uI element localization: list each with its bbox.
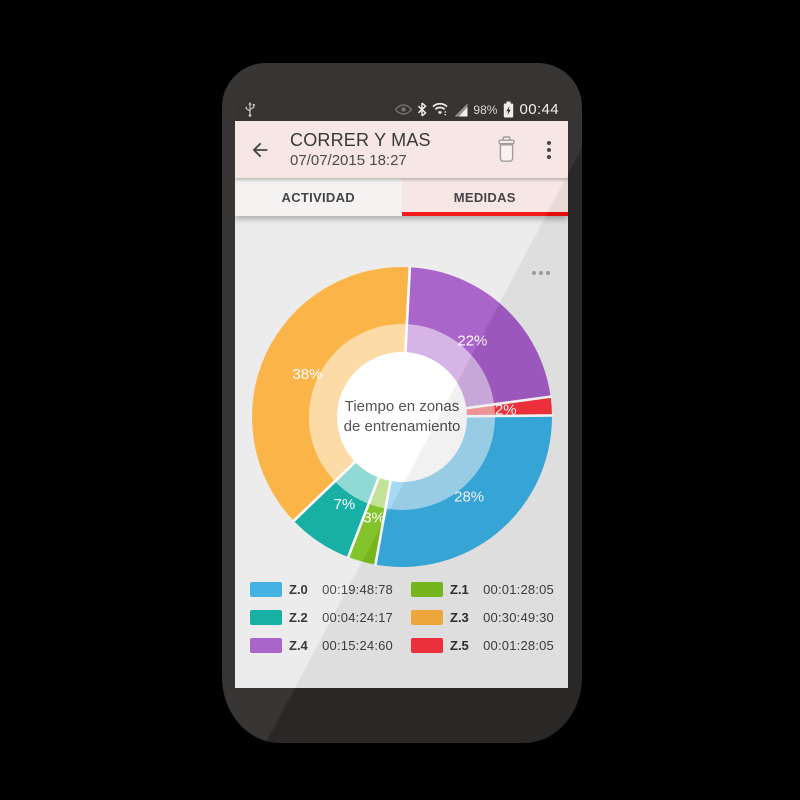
legend-item: Z.4 00:15:24:60 — [250, 637, 393, 653]
donut-hole — [337, 352, 467, 482]
legend-item: Z.0 00:19:48:78 — [250, 581, 393, 597]
legend-item: Z.5 00:01:28:05 — [411, 637, 554, 653]
eye-notification-icon — [395, 104, 413, 115]
legend-zone-label: Z.4 — [289, 637, 308, 653]
status-time: 00:44 — [519, 101, 559, 118]
trash-icon — [498, 136, 515, 162]
page-subtitle: 07/07/2015 18:27 — [290, 152, 407, 169]
legend-swatch — [250, 637, 282, 653]
chart-options-icon[interactable] — [529, 268, 553, 278]
slice-percent-label: 22% — [457, 333, 487, 350]
tab-bar: ACTIVIDAD MEDIDAS — [235, 178, 568, 216]
chart-center-label-line1: Tiempo en zonas — [344, 398, 460, 415]
legend-zone-label: Z.5 — [450, 637, 469, 653]
back-arrow-icon — [252, 142, 268, 157]
legend-zone-time: 00:15:24:60 — [322, 637, 393, 653]
legend-swatch — [411, 581, 443, 597]
chart-legend: Z.0 00:19:48:78 Z.1 00:01:28:05 Z.2 00:04:24:… — [250, 581, 554, 653]
legend-zone-time: 00:30:49:30 — [483, 609, 554, 625]
legend-zone-label: Z.2 — [289, 609, 308, 625]
legend-zone-label: Z.0 — [289, 581, 308, 597]
chart-center-label: Tiempo en zonas de entrenamiento — [335, 397, 469, 437]
legend-item: Z.1 00:01:28:05 — [411, 581, 554, 597]
legend-swatch — [411, 637, 443, 653]
legend-swatch — [250, 609, 282, 625]
status-bar: 98% 00:44 — [235, 98, 568, 121]
legend-item: Z.3 00:30:49:30 — [411, 609, 554, 625]
chart-panel: 22% 2% 28% 3% 7% 38% Tiempo en zonas de entre… — [235, 216, 568, 688]
delete-button[interactable] — [495, 136, 518, 163]
slice-percent-label: 3% — [363, 509, 385, 526]
tab-medidas[interactable]: MEDIDAS — [401, 178, 568, 216]
overflow-menu-icon[interactable] — [545, 139, 553, 161]
legend-zone-time: 00:04:24:17 — [322, 609, 393, 625]
legend-zone-label: Z.1 — [450, 581, 469, 597]
battery-percent: 98% — [473, 102, 498, 117]
slice-percent-label: 2% — [495, 402, 517, 419]
slice-percent-label: 28% — [454, 489, 484, 506]
phone-frame: 98% 00:44 CORRER Y MAS 07/07/2015 18: — [222, 63, 582, 743]
legend-zone-time: 00:01:28:05 — [483, 581, 554, 597]
usb-icon — [245, 102, 255, 117]
donut-chart: 22% 2% 28% 3% 7% 38% — [252, 266, 554, 567]
battery-charging-icon — [504, 101, 514, 118]
slice-percent-label: 38% — [292, 366, 322, 383]
legend-zone-label: Z.3 — [450, 609, 469, 625]
header-titles: CORRER Y MAS 07/07/2015 18:27 — [290, 130, 495, 169]
legend-zone-time: 00:19:48:78 — [322, 581, 393, 597]
wifi-icon — [432, 102, 449, 116]
legend-swatch — [411, 609, 443, 625]
app-header: CORRER Y MAS 07/07/2015 18:27 — [235, 121, 568, 178]
cell-signal-icon — [454, 103, 468, 116]
bluetooth-icon — [418, 102, 427, 117]
phone-screen: 98% 00:44 CORRER Y MAS 07/07/2015 18: — [235, 98, 568, 688]
slice-percent-label: 7% — [334, 496, 356, 513]
back-button[interactable] — [249, 139, 271, 161]
tab-actividad[interactable]: ACTIVIDAD — [235, 178, 402, 216]
legend-zone-time: 00:01:28:05 — [483, 637, 554, 653]
chart-center-label-line2: de entrenamiento — [343, 417, 461, 435]
page-title: CORRER Y MAS — [290, 130, 431, 150]
legend-swatch — [250, 581, 282, 597]
legend-item: Z.2 00:04:24:17 — [250, 609, 393, 625]
